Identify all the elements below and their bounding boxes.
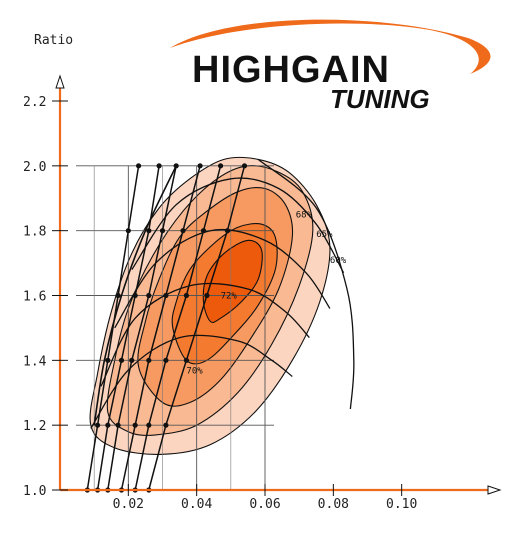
operating-line-1 [86, 165, 140, 491]
operating-line-6 [148, 165, 246, 491]
logo-word-tuning: TUNING [330, 84, 430, 114]
operating-point [94, 422, 101, 428]
map-lines [84, 158, 355, 493]
operating-point [183, 357, 190, 363]
efficiency-islands [89, 156, 331, 455]
logo-word-highgain: HIGHGAIN [192, 49, 390, 91]
operating-line-3 [107, 165, 177, 491]
efficiency-label-72: 72% [221, 292, 238, 302]
operating-point [132, 292, 138, 299]
surge-line [93, 165, 177, 426]
operating-line-5 [134, 165, 222, 491]
speed-line-4 [131, 177, 345, 274]
operating-point [159, 228, 166, 234]
operating-point [129, 357, 135, 363]
operating-point [163, 292, 169, 299]
speed-line-3 [114, 228, 331, 329]
operating-line-4 [120, 165, 201, 491]
y-axis-label: Ratio [34, 33, 73, 48]
y-tick-label: 1.2 [23, 419, 46, 434]
efficiency-label-70: 70% [186, 366, 203, 376]
operating-point [241, 163, 248, 169]
efficiency-label-68: 68% [296, 211, 313, 221]
x-axis-arrow [487, 485, 502, 495]
operating-point [163, 357, 169, 363]
y-tick-label: 1.0 [23, 484, 46, 499]
operating-point [146, 357, 152, 363]
operating-point [105, 422, 111, 428]
operating-point [146, 422, 152, 428]
axes [55, 74, 502, 495]
operating-point [115, 422, 121, 428]
operating-point [163, 422, 169, 428]
x-tick-label: 0.08 [318, 497, 349, 512]
choke-line [257, 158, 355, 410]
speed-line-1 [90, 334, 293, 429]
operating-point [180, 228, 186, 234]
x-tick-label: 0.10 [386, 497, 417, 512]
y-tick-label: 1.4 [23, 354, 47, 369]
operating-point [118, 357, 125, 363]
operating-point [132, 422, 138, 428]
operating-point [135, 163, 142, 169]
operating-point [173, 163, 179, 169]
y-tick-label: 1.6 [23, 290, 46, 305]
efficiency-label-65: 65% [316, 230, 333, 240]
efficiency-label-60: 60% [330, 256, 347, 266]
y-axis-arrow [55, 74, 65, 89]
operating-point [146, 228, 152, 234]
operating-point [125, 228, 131, 234]
highgain-tuning-logo: HIGHGAIN TUNING [170, 19, 491, 114]
x-tick-label: 0.06 [249, 497, 280, 512]
operating-point [217, 163, 224, 169]
operating-point [146, 292, 152, 299]
operating-point [115, 292, 121, 299]
operating-point [183, 292, 190, 299]
x-tick-label: 0.04 [181, 497, 212, 512]
y-tick-label: 2.0 [23, 160, 46, 175]
operating-line-2 [96, 165, 160, 491]
operating-point [200, 228, 207, 234]
operating-point [156, 163, 162, 169]
operating-point [197, 163, 203, 169]
operating-point [105, 357, 111, 363]
operating-point [204, 292, 210, 299]
x-tick-label: 0.02 [113, 497, 144, 512]
efficiency-labels: 72% 70% 68%65% 60% [186, 211, 346, 377]
y-tick-label: 2.2 [23, 95, 46, 110]
tick-labels: 1.0 1.2 1.4 1.6 1.8 2.0 2.2 0.02 0.04 0.06 0.08 0.1… [23, 95, 417, 512]
operating-point [224, 228, 231, 234]
y-tick-label: 1.8 [23, 225, 46, 240]
